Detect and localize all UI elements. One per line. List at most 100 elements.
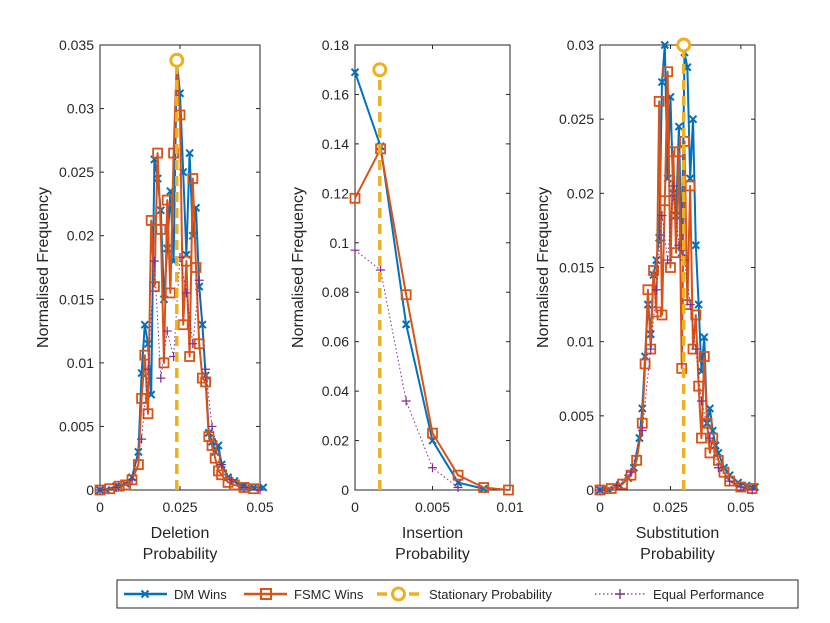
- marker-fsmc: [617, 478, 628, 490]
- marker-fsmc: [209, 452, 221, 464]
- x-axis-label: Probability: [640, 546, 715, 563]
- marker-dm: [705, 404, 715, 413]
- marker-fsmc: [132, 459, 144, 470]
- marker-fsmc: [349, 192, 361, 204]
- marker-fsmc: [190, 262, 202, 273]
- y-tick-label: 0.06: [322, 334, 349, 350]
- x-tick-label: 0.01: [496, 499, 523, 515]
- marker-fsmc: [653, 95, 665, 107]
- marker-dm: [401, 320, 411, 329]
- marker-fsmc: [164, 287, 176, 299]
- marker-equal: [663, 255, 673, 265]
- marker-fsmc: [701, 417, 713, 429]
- series-line-fsmc: [599, 70, 753, 491]
- y-tick-label: 0.02: [67, 228, 94, 244]
- marker-equal: [226, 475, 236, 485]
- marker-fsmc: [690, 309, 702, 321]
- marker-fsmc: [139, 349, 151, 361]
- marker-dm: [691, 241, 701, 250]
- marker-equal: [181, 288, 191, 298]
- y-tick-label: 0.02: [567, 185, 594, 201]
- legend-item-fsmc: FSMC Wins: [244, 587, 364, 602]
- y-axis-label: Normalised Frequency: [535, 187, 552, 348]
- legend-item-stationary: Stationary Probability: [377, 586, 552, 602]
- marker-dm: [674, 122, 684, 131]
- legend-box: [116, 579, 799, 609]
- marker-fsmc: [427, 427, 438, 439]
- panel-3: 0 0.005 0.01 0.015 0.02 0.025 0.03 0 0.025 0.05 Su…: [535, 37, 760, 563]
- marker-equal: [143, 364, 153, 374]
- x-tick-label: 0.05: [727, 499, 754, 515]
- marker-fsmc: [605, 483, 617, 494]
- marker-equal: [595, 485, 605, 495]
- marker-fsmc: [452, 469, 464, 481]
- legend-label-stationary: Stationary Probability: [429, 587, 552, 602]
- marker-fsmc: [400, 289, 412, 301]
- marker-dm: [143, 339, 153, 348]
- marker-fsmc: [206, 440, 218, 451]
- marker-dm: [140, 320, 150, 329]
- marker-fsmc: [113, 480, 125, 492]
- marker-fsmc: [718, 466, 730, 478]
- marker-equal: [111, 482, 121, 492]
- axes-box: [599, 44, 756, 491]
- x-axis-label: Probability: [143, 546, 218, 563]
- x-tick-label: 0: [351, 499, 359, 515]
- y-tick-label: 0.015: [59, 291, 94, 307]
- marker-dm: [657, 77, 667, 87]
- marker-fsmc: [184, 351, 196, 362]
- marker-fsmc: [161, 194, 173, 206]
- marker-equal: [401, 396, 411, 406]
- y-tick-label: 0.025: [59, 164, 94, 180]
- legend-label-equal: Equal Performance: [653, 587, 764, 602]
- marker-equal: [651, 285, 661, 295]
- panel-2: 0 0.02 0.04 0.06 0.08 0.1 0.12 0.14 0.16 0.18 0 0.0…: [290, 37, 524, 563]
- y-tick-label: 0: [341, 482, 349, 498]
- marker-dm: [350, 67, 360, 77]
- marker-dm: [700, 333, 709, 342]
- marker-equal: [207, 421, 217, 431]
- series-line-equal: [354, 249, 459, 488]
- marker-fsmc: [698, 351, 710, 362]
- x-axis-label: Insertion: [402, 525, 463, 542]
- y-tick-label: 0.03: [67, 101, 94, 117]
- marker-equal: [137, 434, 147, 444]
- series-line-dm: [354, 71, 484, 490]
- marker-equal: [612, 481, 622, 491]
- marker-equal: [637, 426, 647, 436]
- marker-dm: [688, 114, 698, 124]
- marker-equal: [95, 485, 105, 495]
- x-axis-label: Substitution: [636, 525, 720, 542]
- marker-fsmc: [665, 262, 676, 273]
- marker-equal: [668, 181, 678, 191]
- legend-marker-stationary: [391, 586, 406, 602]
- x-tick-label: 0.005: [415, 499, 450, 515]
- legend-marker-dm: [140, 589, 150, 599]
- marker-equal: [428, 463, 437, 473]
- marker-fsmc: [662, 66, 674, 78]
- x-tick-label: 0: [596, 499, 604, 515]
- y-tick-label: 0.025: [559, 111, 594, 127]
- y-tick-label: 0.04: [322, 383, 349, 399]
- marker-equal: [725, 476, 735, 486]
- legend-item-dm: DM Wins: [124, 587, 227, 602]
- marker-dm: [185, 148, 194, 158]
- marker-fsmc: [704, 447, 716, 459]
- marker-fsmc: [200, 376, 212, 388]
- y-tick-label: 0.12: [322, 185, 349, 201]
- y-tick-label: 0.015: [559, 260, 594, 276]
- marker-equal: [239, 482, 249, 492]
- marker-equal: [713, 463, 723, 473]
- marker-equal: [674, 240, 684, 250]
- marker-fsmc: [631, 454, 643, 466]
- legend-label-dm: DM Wins: [174, 587, 227, 602]
- y-tick-label: 0: [86, 482, 94, 498]
- y-tick-label: 0.035: [59, 37, 94, 53]
- marker-fsmc: [136, 393, 148, 404]
- legend-marker-fsmc: [260, 588, 272, 600]
- marker-equal: [626, 467, 636, 477]
- marker-equal: [696, 396, 706, 406]
- marker-equal: [156, 373, 166, 383]
- panels: 0 0.005 0.01 0.015 0.02 0.025 0.03 0.035 0 0.025 0…: [35, 37, 760, 563]
